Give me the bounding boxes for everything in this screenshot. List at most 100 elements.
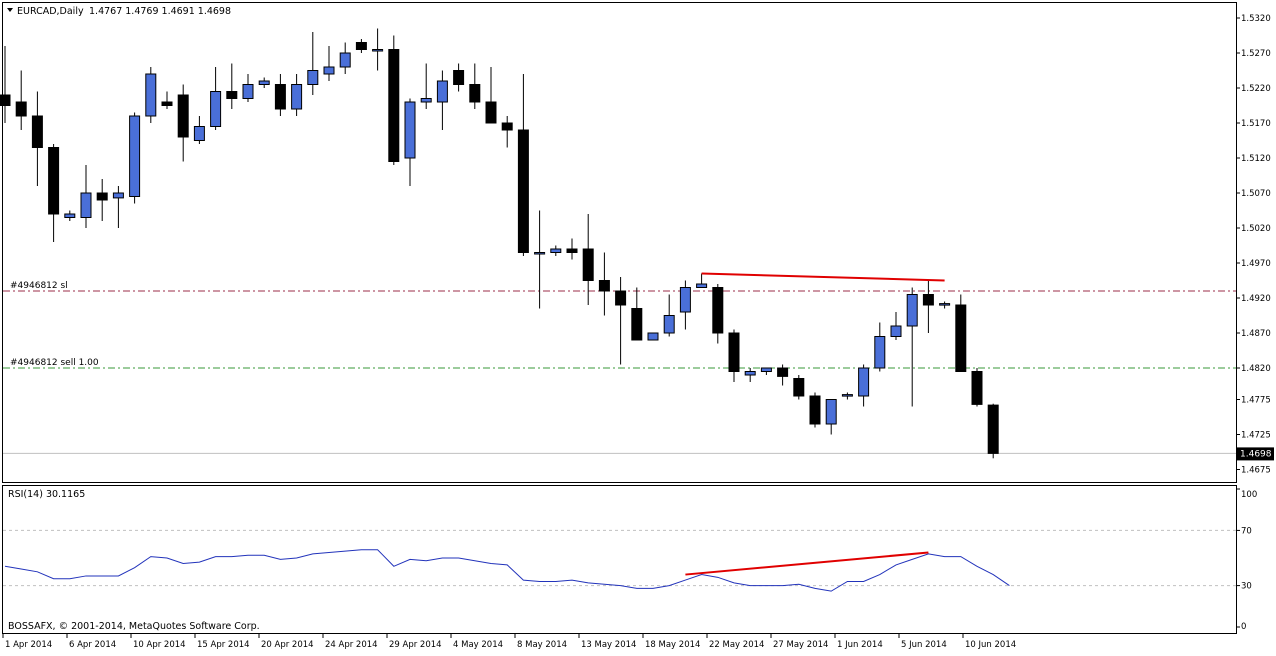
candle[interactable] (291, 74, 303, 116)
price-tick-label: 1.5070 (1241, 189, 1271, 199)
candle-body-bear (987, 404, 999, 454)
candle-body-bull (307, 70, 319, 85)
candle[interactable] (274, 74, 286, 116)
candle[interactable] (453, 63, 465, 92)
candle[interactable] (696, 273, 708, 288)
candle[interactable] (744, 368, 756, 382)
candle[interactable] (388, 35, 400, 166)
rsi-trendline[interactable] (685, 551, 929, 576)
candle-body-bull (825, 399, 837, 425)
candle-body-bull (534, 252, 546, 255)
candle[interactable] (420, 63, 432, 110)
candle[interactable] (80, 165, 92, 228)
candle[interactable] (793, 375, 805, 400)
candle[interactable] (112, 186, 124, 228)
price-tick-label: 1.5020 (1241, 224, 1271, 234)
candle-body-bull (760, 367, 772, 372)
candle-body-bear (274, 84, 286, 110)
candle[interactable] (890, 312, 902, 340)
candle-body-bull (420, 98, 432, 103)
candle[interactable] (210, 67, 222, 130)
candle[interactable] (404, 98, 416, 187)
candle[interactable] (258, 77, 270, 89)
candle[interactable] (728, 329, 740, 383)
candle-body-bull (112, 192, 124, 199)
candle[interactable] (955, 294, 967, 372)
candle[interactable] (64, 210, 76, 222)
candle[interactable] (372, 28, 384, 71)
candle[interactable] (501, 116, 513, 148)
candle[interactable] (323, 46, 335, 81)
candle[interactable] (647, 332, 659, 341)
candle-body-bear (226, 91, 238, 99)
candle[interactable] (242, 74, 254, 102)
candle[interactable] (145, 67, 157, 123)
candle[interactable] (841, 392, 853, 400)
candle[interactable] (874, 322, 886, 372)
candle-body-bull (339, 52, 351, 68)
price-tick-label: 1.4970 (1241, 259, 1271, 269)
candle-body-bull (906, 294, 918, 327)
candle[interactable] (777, 364, 789, 386)
candle-body-bull (663, 315, 675, 334)
candle[interactable] (534, 210, 546, 309)
candle[interactable] (760, 367, 772, 375)
candle[interactable] (550, 245, 562, 257)
price-tick-label: 1.4870 (1241, 329, 1271, 339)
candle[interactable] (922, 280, 934, 334)
candle[interactable] (663, 294, 675, 337)
candle[interactable] (517, 74, 529, 256)
price-tick-label: 1.4920 (1241, 294, 1271, 304)
symbol-label: EURCAD,Daily (17, 6, 84, 17)
candle[interactable] (436, 70, 448, 131)
candle[interactable] (96, 179, 108, 221)
candle[interactable] (48, 144, 60, 242)
candle-body-bear (712, 287, 724, 334)
candle[interactable] (566, 238, 578, 260)
price-trendline[interactable] (701, 272, 945, 282)
date-tick-label: 15 Apr 2014 (197, 640, 250, 650)
candle[interactable] (226, 63, 238, 110)
candle-body-bull (404, 101, 416, 159)
candle[interactable] (31, 91, 43, 187)
candle[interactable] (809, 392, 821, 428)
candle[interactable] (177, 84, 189, 162)
candle-body-bear (501, 122, 513, 131)
candle[interactable] (307, 32, 319, 95)
candle[interactable] (631, 287, 643, 341)
candle[interactable] (193, 116, 205, 144)
candle-body-bull (841, 394, 853, 397)
candle[interactable] (485, 67, 497, 124)
candle-body-bull (874, 336, 886, 369)
candle[interactable] (598, 252, 610, 316)
dropdown-triangle-icon[interactable] (7, 8, 13, 12)
candle-body-bear (15, 101, 27, 117)
candle[interactable] (712, 284, 724, 344)
sl-line-label: #4946812 sl (10, 281, 68, 291)
candle[interactable] (129, 112, 141, 204)
candle-body-bear (453, 70, 465, 85)
candle[interactable] (825, 399, 837, 435)
candle[interactable] (0, 46, 11, 123)
candle-body-bull (258, 80, 270, 85)
candle[interactable] (355, 39, 367, 53)
rsi-levels: 100 70 30 0 (3, 488, 1257, 632)
candle[interactable] (906, 287, 918, 407)
candle-body-bear (177, 94, 189, 138)
candle[interactable] (161, 91, 173, 110)
candle[interactable] (987, 403, 999, 459)
candle[interactable] (339, 42, 351, 75)
candle[interactable] (15, 70, 27, 131)
candle[interactable] (615, 277, 627, 365)
candle[interactable] (582, 214, 594, 305)
rsi-level-label: 100 (1241, 490, 1257, 500)
candle[interactable] (679, 280, 691, 330)
candle[interactable] (971, 368, 983, 407)
candle-body-bear (598, 280, 610, 292)
candle[interactable] (858, 364, 870, 407)
date-tick-label: 22 May 2014 (709, 640, 764, 650)
candle[interactable] (469, 63, 481, 110)
candle[interactable] (939, 301, 951, 309)
